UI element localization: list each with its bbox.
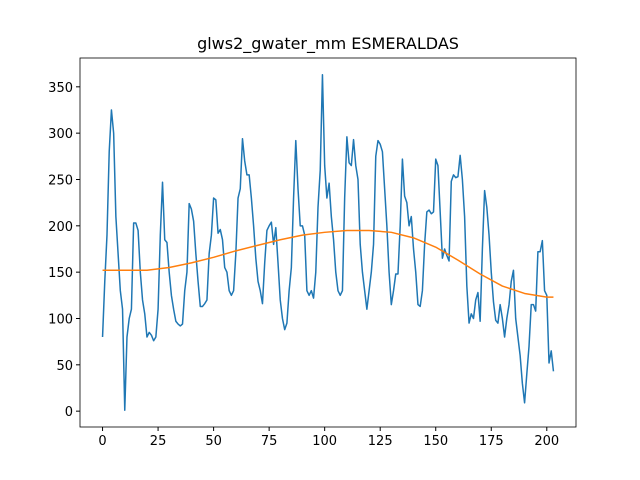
y-tick-label: 200	[48, 220, 73, 235]
line-series	[102, 229, 554, 298]
line-series	[101, 74, 555, 411]
y-tick-label: 300	[48, 127, 73, 142]
chart-title: glws2_gwater_mm ESMERALDAS	[197, 34, 459, 54]
x-tick-label: 75	[261, 434, 278, 449]
x-tick-label: 150	[423, 434, 448, 449]
y-tick-label: 0	[65, 405, 73, 420]
x-tick-label: 175	[479, 434, 504, 449]
x-tick-label: 50	[205, 434, 222, 449]
x-tick-label: 200	[534, 434, 559, 449]
x-tick-label: 25	[150, 434, 167, 449]
plot-frame	[79, 57, 577, 428]
x-tick-label: 100	[312, 434, 337, 449]
y-tick-label: 150	[48, 266, 73, 281]
x-tick-label: 125	[368, 434, 393, 449]
y-tick-label: 50	[56, 359, 73, 374]
y-tick-label: 350	[48, 81, 73, 96]
x-tick-label: 0	[98, 434, 106, 449]
y-tick-label: 100	[48, 312, 73, 327]
y-tick-label: 250	[48, 173, 73, 188]
